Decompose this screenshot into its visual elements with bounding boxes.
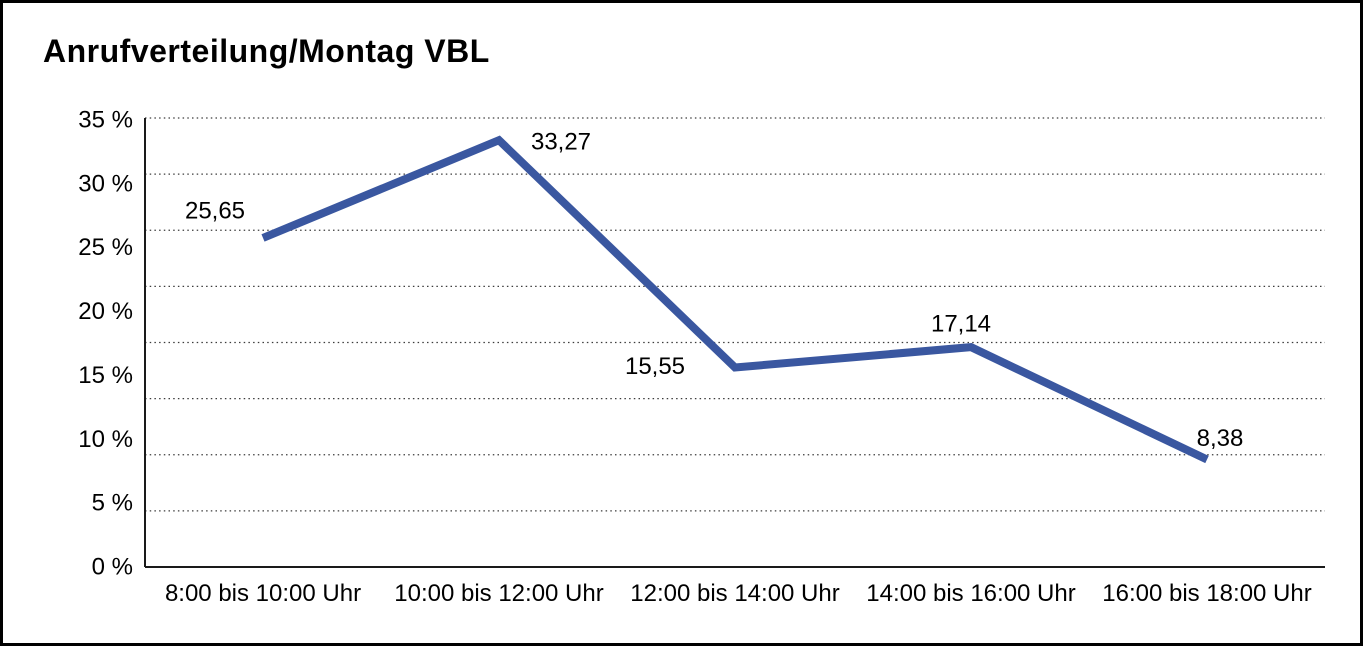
data-point-label: 33,27	[531, 129, 591, 156]
y-axis-tick-label: 10 %	[78, 426, 133, 453]
data-point-label: 15,55	[625, 353, 685, 380]
data-point-label: 8,38	[1197, 425, 1244, 452]
line-chart: 35 % 30 % 25 % 20 % 15 % 10 % 5 % 0 % 8:00 bis 1…	[78, 107, 1325, 607]
y-axis-tick-label: 15 %	[78, 362, 133, 389]
x-axis-category-label: 14:00 bis 16:00 Uhr	[866, 580, 1075, 607]
y-axis-tick-label: 5 %	[92, 490, 133, 517]
y-axis-tick-label: 20 %	[78, 298, 133, 325]
y-axis-tick-label: 35 %	[78, 107, 133, 134]
y-axis-tick-label: 25 %	[78, 234, 133, 261]
x-axis-category-label: 10:00 bis 12:00 Uhr	[394, 580, 603, 607]
x-axis-category-label: 8:00 bis 10:00 Uhr	[165, 580, 361, 607]
y-axis-tick-label: 0 %	[92, 554, 133, 581]
data-point-label: 17,14	[931, 311, 991, 338]
data-point-label: 25,65	[185, 197, 245, 224]
y-axis-tick-label: 30 %	[78, 170, 133, 197]
x-axis-category-label: 12:00 bis 14:00 Uhr	[630, 580, 839, 607]
data-line	[261, 135, 1209, 464]
x-axis-category-label: 16:00 bis 18:00 Uhr	[1102, 580, 1311, 607]
chart-title: Anrufverteilung/Montag VBL	[43, 33, 490, 69]
